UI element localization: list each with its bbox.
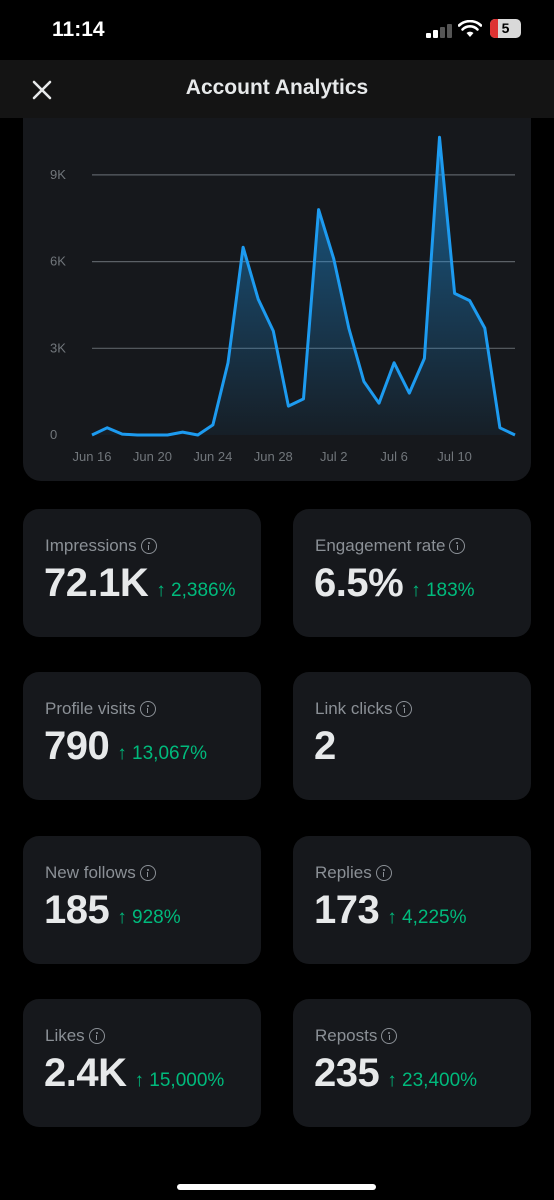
stat-label-text: Link clicks [315,699,393,718]
stat-change: ↑ 2,386% [156,580,236,601]
info-icon[interactable] [88,1028,105,1044]
x-tick-label: Jul 6 [380,449,407,464]
stat-label: Engagement rate [315,535,466,556]
stat-value: 235 [314,1051,380,1095]
info-icon[interactable] [449,538,466,554]
stat-card-replies[interactable]: Replies 173 ↑ 4,225% [293,836,531,964]
home-indicator[interactable] [177,1184,376,1190]
stat-label-text: Replies [315,863,372,882]
status-bar: 11:14 5 [0,0,554,60]
stat-card-profile-visits[interactable]: Profile visits 790 ↑ 13,067% [23,672,261,800]
stat-card-impressions[interactable]: Impressions 72.1K ↑ 2,386% [23,509,261,637]
x-tick-label: Jun 20 [133,449,172,464]
stat-label-text: Profile visits [45,699,136,718]
stat-value: 2 [314,724,336,768]
stat-label-text: New follows [45,863,136,882]
cellular-signal-icon [426,22,452,38]
x-tick-label: Jun 24 [193,449,232,464]
x-tick-label: Jun 28 [254,449,293,464]
stat-label: New follows [45,862,156,883]
stat-label: Impressions [45,535,157,556]
stat-label-text: Impressions [45,536,137,555]
stat-label: Profile visits [45,698,156,719]
info-icon[interactable] [381,1028,398,1044]
status-time: 11:14 [52,18,105,41]
stat-card-likes[interactable]: Likes 2.4K ↑ 15,000% [23,999,261,1127]
info-icon[interactable] [139,701,156,717]
stat-value: 2.4K [44,1051,127,1095]
x-tick-label: Jun 16 [72,449,111,464]
stat-label: Replies [315,862,392,883]
stat-change: ↑ 15,000% [134,1070,225,1091]
stat-change: ↑ 23,400% [387,1070,478,1091]
page-title: Account Analytics [185,76,369,99]
stat-value-row: 2.4K ↑ 15,000% [44,1051,224,1096]
stat-card-reposts[interactable]: Reposts 235 ↑ 23,400% [293,999,531,1127]
stat-value-row: 235 ↑ 23,400% [314,1051,477,1096]
stat-card-link-clicks[interactable]: Link clicks 2 [293,672,531,800]
battery-level: 5 [501,20,510,36]
stat-value: 185 [44,888,110,932]
info-icon[interactable] [139,865,156,881]
stat-label: Link clicks [315,698,413,719]
stat-change: ↑ 4,225% [387,907,467,928]
battery-icon: 5 [490,19,521,38]
stat-change: ↑ 13,067% [117,743,208,764]
y-tick-label: 3K [50,340,66,355]
info-icon[interactable] [140,538,157,554]
impressions-chart-card: 0 3K 6K 9K Jun 16 Jun 20 Jun 24 Jun 28 Jul 2 Jul… [23,118,531,481]
y-tick-label: 0 [50,427,57,442]
header: Account Analytics [0,60,554,118]
stat-label: Likes [45,1025,105,1046]
stat-card-new-follows[interactable]: New follows 185 ↑ 928% [23,836,261,964]
stat-value-row: 6.5% ↑ 183% [314,561,475,606]
stat-value-row: 72.1K ↑ 2,386% [44,561,235,606]
impressions-chart: 0 3K 6K 9K Jun 16 Jun 20 Jun 24 Jun 28 Jul 2 Jul… [50,135,516,464]
stat-value: 790 [44,724,110,768]
stat-value-row: 2 [314,724,336,769]
info-icon[interactable] [375,865,392,881]
stat-change: ↑ 183% [411,580,475,601]
stat-label-text: Engagement rate [315,536,446,555]
stat-change: ↑ 928% [117,907,181,928]
stat-value: 72.1K [44,561,149,605]
x-tick-label: Jul 2 [320,449,347,464]
stat-value: 173 [314,888,380,932]
stat-label-text: Reposts [315,1026,378,1045]
stat-label-text: Likes [45,1026,85,1045]
stat-label: Reposts [315,1025,398,1046]
stat-value: 6.5% [314,561,404,605]
stat-value-row: 790 ↑ 13,067% [44,724,207,769]
stat-value-row: 173 ↑ 4,225% [314,888,466,933]
close-icon[interactable] [28,76,56,104]
stat-card-engagement-rate[interactable]: Engagement rate 6.5% ↑ 183% [293,509,531,637]
stat-value-row: 185 ↑ 928% [44,888,181,933]
x-tick-label: Jul 10 [437,449,472,464]
y-tick-label: 9K [50,167,66,182]
info-icon[interactable] [396,701,413,717]
wifi-icon [458,20,482,37]
impressions-line [91,135,516,437]
y-tick-label: 6K [50,254,66,269]
